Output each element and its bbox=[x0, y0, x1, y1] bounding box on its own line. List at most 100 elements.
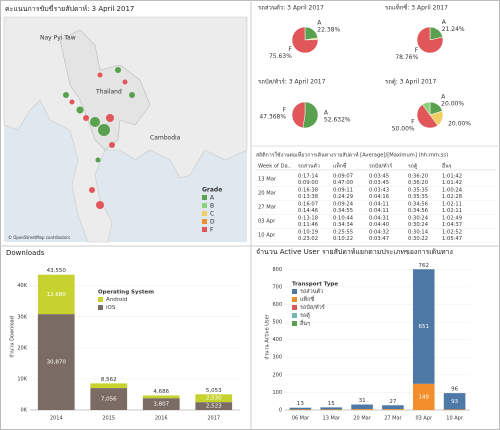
bar-segment bbox=[443, 409, 466, 410]
table-cell: 0:09:24 bbox=[333, 202, 354, 208]
y-tick-label: 300 bbox=[272, 355, 282, 361]
x-tick-label: 2014 bbox=[50, 416, 63, 422]
total-label: 96 bbox=[451, 387, 458, 393]
pie-category: F bbox=[415, 47, 419, 54]
table-cell: 0:25:55 bbox=[333, 230, 353, 236]
legend-label: อื่นๆ bbox=[300, 319, 310, 327]
dot bbox=[69, 99, 75, 105]
dot bbox=[90, 117, 100, 127]
bar-segment bbox=[289, 409, 312, 410]
table-week: 13 Mar bbox=[258, 177, 277, 183]
table-cell: 0:34:55 bbox=[333, 208, 353, 214]
legend-label: Android bbox=[106, 297, 127, 303]
y-tick-label: 700 bbox=[272, 284, 282, 290]
y-tick-label: 600 bbox=[272, 302, 282, 308]
total-label: 31 bbox=[359, 398, 366, 404]
pie-slice bbox=[422, 101, 431, 116]
x-tick-label: 2016 bbox=[155, 416, 168, 422]
y-tick-label: 800 bbox=[272, 267, 282, 273]
attribution: © OpenStreetMap contributors bbox=[8, 235, 70, 240]
table-cell: 0:14:46 bbox=[298, 208, 318, 214]
pie-slice bbox=[291, 26, 319, 54]
table-cell: 0:09:00 bbox=[298, 180, 318, 186]
pie-value-label: 22.38% bbox=[317, 26, 340, 33]
table-week: 20 Mar bbox=[258, 191, 277, 197]
table-week: 03 Apr bbox=[258, 219, 276, 225]
total-label: 762 bbox=[419, 263, 430, 269]
pie-slice bbox=[416, 26, 444, 54]
table-cell: 0:24:29 bbox=[333, 194, 353, 200]
table-cell: 0:09:07 bbox=[333, 174, 353, 180]
legend-swatch bbox=[202, 195, 207, 200]
table-cell: 0:23:02 bbox=[298, 236, 318, 242]
pie-category: F bbox=[283, 107, 287, 114]
legend-label: F bbox=[210, 227, 214, 234]
bar-segment bbox=[351, 404, 373, 410]
table-cell: 0:36:20 bbox=[408, 180, 428, 186]
pie-category: A bbox=[442, 19, 447, 26]
table-cell: 0:35:35 bbox=[408, 188, 428, 194]
legend-swatch bbox=[98, 297, 103, 302]
table-cell: 0:04:40 bbox=[369, 222, 389, 228]
table-cell: 0:09:11 bbox=[333, 188, 353, 194]
bar-segment bbox=[320, 407, 343, 410]
segment-label: 651 bbox=[419, 324, 430, 330]
table-cell: 1:02:11 bbox=[442, 202, 462, 208]
table-week: 27 Mar bbox=[258, 205, 277, 211]
segment-label: 2,530 bbox=[206, 396, 222, 402]
table-cell: 0:30:24 bbox=[408, 222, 429, 228]
table-header: แท็กซี่ bbox=[333, 162, 347, 170]
y-axis-label: จำนวน Download bbox=[10, 316, 16, 358]
total-label: 13 bbox=[297, 401, 304, 407]
legend-title: Transport Type bbox=[292, 282, 338, 288]
table-cell: 0:10:19 bbox=[298, 230, 318, 236]
table-cell: 1:04:37 bbox=[442, 222, 462, 228]
x-tick-label: 10 Apr bbox=[446, 416, 464, 422]
pie-title: รถตู้: 3 April 2017 bbox=[385, 79, 436, 86]
y-tick-label: 400 bbox=[272, 337, 282, 343]
legend-label: รถส่วนตัว bbox=[300, 288, 323, 295]
legend-swatch bbox=[202, 219, 207, 224]
table-cell: 0:13:18 bbox=[298, 216, 318, 222]
table-cell: 0:03:47 bbox=[369, 236, 389, 242]
bar-segment bbox=[382, 409, 404, 410]
bar-segment bbox=[289, 407, 312, 410]
x-tick-label: 13 Mar bbox=[323, 416, 341, 422]
table-cell: 0:10:44 bbox=[333, 216, 354, 222]
bar-segment bbox=[37, 274, 75, 315]
land bbox=[3, 16, 248, 243]
legend-label: รถตู้ bbox=[300, 312, 310, 319]
y-tick-label: 0K bbox=[21, 408, 28, 414]
legend-swatch bbox=[98, 305, 103, 310]
pie-slice bbox=[302, 101, 319, 129]
map-title: คะแนนการขับขี่รายสัปดาห์: 3 April 2017 bbox=[5, 4, 134, 13]
pie-category: F bbox=[288, 46, 292, 53]
pie-title: รถบัส/ทัวร์: 3 April 2017 bbox=[258, 78, 326, 86]
table-cell: 0:34:56 bbox=[408, 202, 428, 208]
chart-title: Downloads bbox=[6, 249, 45, 257]
pie-category: A bbox=[317, 19, 322, 26]
segment-label: 30,870 bbox=[47, 360, 67, 366]
legend-swatch bbox=[292, 321, 297, 326]
table-cell: 1:05:47 bbox=[442, 236, 462, 242]
table-header: Week of Da.. bbox=[258, 164, 291, 170]
table-cell: 0:16:07 bbox=[298, 202, 318, 208]
bar-segment bbox=[90, 388, 128, 410]
segment-label: 3,807 bbox=[153, 402, 169, 408]
pie-value-label: 21.24% bbox=[442, 26, 465, 33]
table-cell: 1:02:11 bbox=[442, 208, 462, 214]
dot bbox=[106, 114, 114, 122]
table-cell: 0:34:34 bbox=[333, 222, 354, 228]
table-title: สถิติการใช้งานต่อเที่ยวการเดินทางรายสัปด… bbox=[256, 152, 448, 159]
table-cell: 0:11:46 bbox=[298, 222, 318, 228]
pie-value-label: 78.76% bbox=[395, 54, 418, 61]
table-cell: 0:03:45 bbox=[369, 180, 389, 186]
legend-swatch bbox=[202, 227, 207, 232]
table-cell: 0:17:14 bbox=[298, 174, 319, 180]
bar-segment bbox=[37, 314, 75, 410]
table-cell: 0:04:31 bbox=[369, 216, 389, 222]
table-cell: 0:35:35 bbox=[408, 194, 428, 200]
legend-swatch bbox=[292, 297, 297, 302]
legend-swatch bbox=[292, 289, 297, 294]
